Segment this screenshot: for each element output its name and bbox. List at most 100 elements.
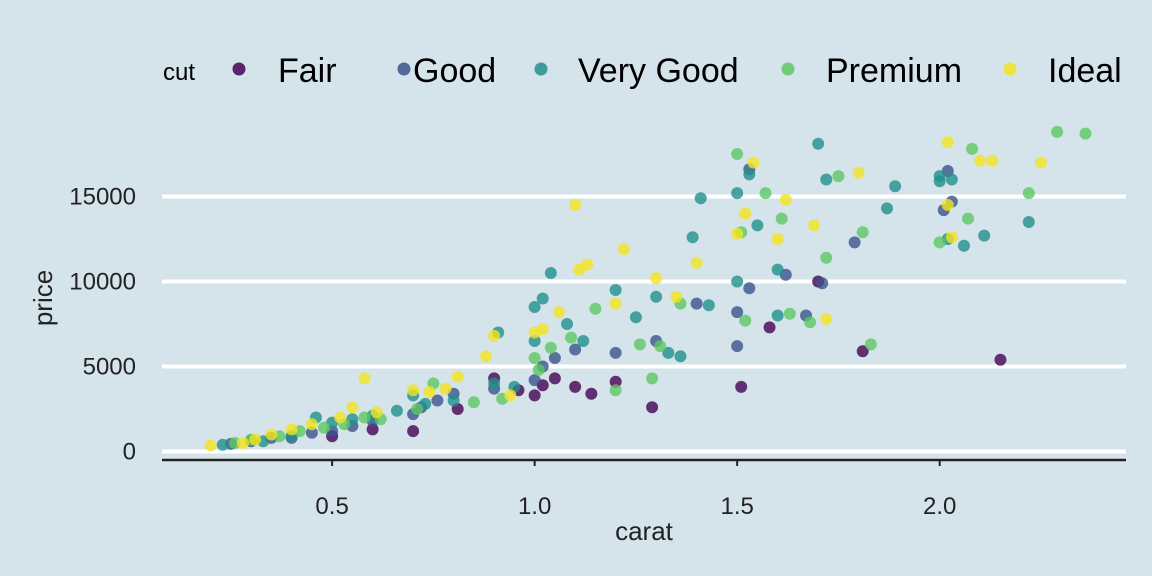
legend-key-premium	[781, 62, 795, 76]
data-point	[986, 154, 999, 167]
data-point	[609, 284, 622, 296]
data-point	[528, 335, 541, 347]
data-point	[488, 329, 501, 342]
data-point	[237, 437, 250, 449]
data-point	[933, 175, 946, 188]
y-axis-ticks: 0 5000 10000 15000	[69, 184, 136, 466]
data-point	[346, 401, 359, 414]
data-point	[848, 236, 861, 249]
y-tick-label: 0	[123, 439, 136, 466]
data-point	[609, 297, 622, 310]
legend: cut Fair Good Very Good Premium Ideal	[163, 52, 1122, 90]
data-point	[569, 199, 582, 211]
data-point	[747, 156, 760, 169]
legend-item-fair: Fair	[232, 52, 337, 90]
data-point	[467, 396, 480, 409]
data-point	[743, 282, 756, 295]
data-point	[962, 212, 975, 225]
data-point	[759, 187, 772, 200]
data-point	[735, 380, 748, 393]
legend-key-good	[397, 62, 411, 76]
data-point	[1022, 216, 1035, 228]
data-point	[532, 363, 545, 376]
data-point	[633, 338, 646, 351]
data-point	[585, 387, 598, 400]
x-tick-label: 1.0	[518, 493, 551, 520]
data-point	[816, 277, 829, 290]
legend-key-fair	[232, 62, 246, 76]
data-point	[504, 389, 517, 402]
data-point	[447, 394, 460, 407]
data-point	[881, 202, 894, 215]
data-point	[933, 236, 946, 249]
data-point	[285, 423, 298, 436]
data-point	[731, 275, 744, 288]
data-point	[889, 180, 902, 193]
data-point	[411, 403, 424, 415]
legend-label-premium: Premium	[826, 52, 962, 90]
data-point	[731, 187, 744, 200]
data-point	[941, 199, 954, 211]
legend-label-very-good: Very Good	[578, 52, 739, 90]
legend-title: cut	[163, 59, 195, 86]
data-point	[423, 386, 436, 398]
data-point	[978, 229, 991, 242]
data-point	[1022, 187, 1035, 200]
data-point	[390, 404, 403, 417]
data-point	[334, 411, 347, 424]
data-point	[407, 384, 420, 397]
legend-item-good: Good	[397, 52, 496, 90]
data-point	[609, 375, 622, 388]
data-point	[528, 301, 541, 313]
x-axis-title: carat	[615, 516, 674, 546]
data-point	[957, 239, 970, 252]
data-point	[528, 374, 541, 387]
data-point	[731, 340, 744, 353]
x-axis-ticks: 0.5 1.0 1.5 2.0	[315, 460, 956, 520]
data-point	[808, 219, 821, 232]
data-point	[544, 341, 557, 354]
data-points	[204, 125, 1092, 452]
data-point	[544, 267, 557, 279]
legend-key-very-good	[534, 62, 548, 76]
data-point	[731, 306, 744, 319]
data-point	[775, 212, 788, 225]
data-point	[941, 136, 954, 149]
legend-item-ideal: Ideal	[1003, 52, 1122, 90]
data-point	[439, 382, 452, 395]
data-point	[569, 343, 582, 356]
data-point	[569, 380, 582, 393]
data-point	[565, 331, 578, 344]
data-point	[577, 335, 590, 347]
data-point	[366, 423, 379, 436]
series-fair	[326, 275, 1007, 443]
data-point	[581, 258, 594, 271]
data-point	[1051, 125, 1064, 138]
x-tick-label: 0.5	[315, 493, 348, 520]
data-point	[694, 192, 707, 205]
data-point	[763, 321, 776, 334]
data-point	[670, 290, 683, 303]
data-point	[480, 350, 493, 363]
data-point	[650, 272, 663, 285]
series-ideal	[204, 136, 1047, 452]
data-point	[589, 302, 602, 315]
data-point	[528, 352, 541, 364]
data-point	[832, 170, 845, 183]
data-point	[646, 401, 659, 414]
data-point	[536, 292, 549, 305]
data-point	[431, 394, 444, 407]
legend-key-ideal	[1003, 62, 1017, 76]
data-point	[994, 353, 1007, 366]
data-point	[629, 311, 642, 324]
data-point	[318, 421, 331, 434]
data-point	[617, 243, 630, 256]
data-point	[1079, 127, 1092, 140]
data-point	[654, 340, 667, 353]
data-point	[856, 345, 869, 358]
data-point	[820, 251, 833, 264]
y-tick-label: 10000	[69, 269, 136, 296]
data-point	[820, 173, 833, 186]
data-point	[662, 346, 675, 359]
data-point	[739, 207, 752, 220]
